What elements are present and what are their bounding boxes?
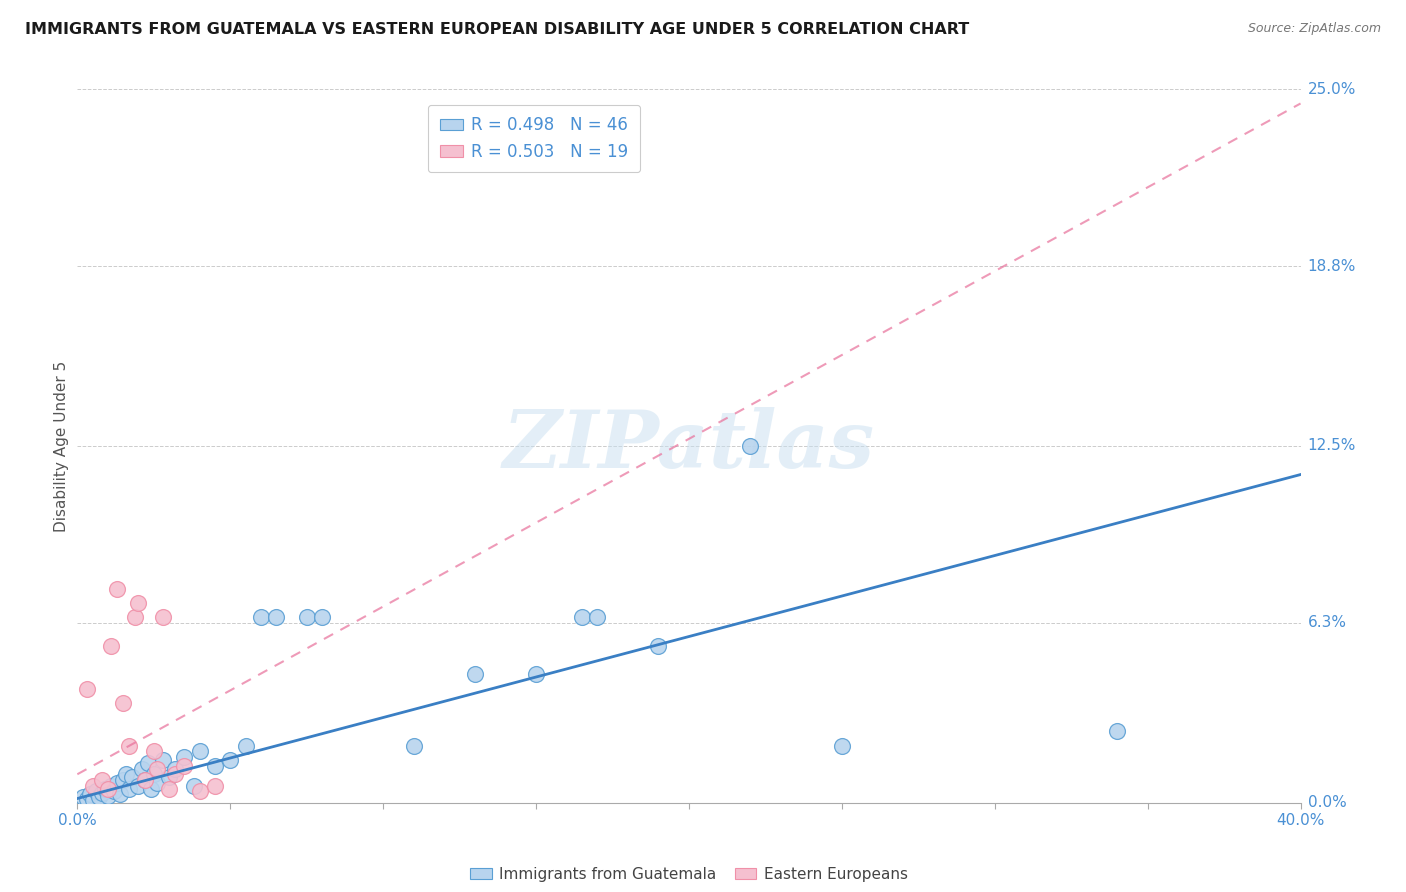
Point <box>219 753 242 767</box>
Text: IMMIGRANTS FROM GUATEMALA VS EASTERN EUROPEAN DISABILITY AGE UNDER 5 CORRELATION: IMMIGRANTS FROM GUATEMALA VS EASTERN EUR… <box>25 22 970 37</box>
Point <box>139 781 162 796</box>
Point <box>127 779 149 793</box>
Point <box>152 610 174 624</box>
Legend: Immigrants from Guatemala, Eastern Europeans: Immigrants from Guatemala, Eastern Europ… <box>464 861 914 888</box>
Point <box>204 779 226 793</box>
Point <box>146 776 169 790</box>
Point <box>118 781 141 796</box>
Point <box>127 596 149 610</box>
Point <box>183 779 205 793</box>
Point <box>131 762 153 776</box>
Point <box>76 681 98 696</box>
Point <box>105 582 128 596</box>
Point <box>173 750 195 764</box>
Point <box>173 758 195 772</box>
Point <box>524 667 547 681</box>
Point <box>647 639 669 653</box>
Point <box>402 739 425 753</box>
Point <box>571 610 593 624</box>
Point <box>134 772 156 787</box>
Point <box>136 756 159 770</box>
Point <box>82 793 104 807</box>
Text: 12.5%: 12.5% <box>1308 439 1355 453</box>
Text: Source: ZipAtlas.com: Source: ZipAtlas.com <box>1247 22 1381 36</box>
Point <box>235 739 257 753</box>
Point <box>165 767 187 781</box>
Point <box>100 639 122 653</box>
Point <box>87 790 110 805</box>
Text: 25.0%: 25.0% <box>1308 82 1355 96</box>
Point <box>152 753 174 767</box>
Point <box>90 786 112 800</box>
Point <box>124 610 146 624</box>
Point <box>94 781 117 796</box>
Text: ZIPatlas: ZIPatlas <box>503 408 875 484</box>
Point <box>464 667 486 681</box>
Point <box>76 791 98 805</box>
Y-axis label: Disability Age Under 5: Disability Age Under 5 <box>53 360 69 532</box>
Text: 18.8%: 18.8% <box>1308 259 1355 274</box>
Text: 6.3%: 6.3% <box>1308 615 1347 631</box>
Point <box>586 610 609 624</box>
Point <box>264 610 287 624</box>
Point <box>188 784 211 798</box>
Point <box>740 439 762 453</box>
Point <box>90 772 112 787</box>
Point <box>72 790 94 805</box>
Point <box>134 772 156 787</box>
Text: 0.0%: 0.0% <box>1308 796 1347 810</box>
Point <box>84 784 107 798</box>
Point <box>146 762 169 776</box>
Point <box>112 772 135 787</box>
Point <box>142 767 165 781</box>
Point <box>115 767 138 781</box>
Point <box>157 781 180 796</box>
Point <box>103 784 125 798</box>
Point <box>250 610 273 624</box>
Point <box>112 696 135 710</box>
Point <box>121 770 143 784</box>
Point <box>188 744 211 758</box>
Point <box>108 787 131 801</box>
Point <box>295 610 318 624</box>
Point <box>97 789 120 803</box>
Point <box>105 776 128 790</box>
Point <box>1107 724 1129 739</box>
Point <box>311 610 333 624</box>
Point <box>165 762 187 776</box>
Point <box>79 787 101 801</box>
Point <box>831 739 853 753</box>
Point <box>118 739 141 753</box>
Point <box>157 770 180 784</box>
Point <box>142 744 165 758</box>
Point <box>82 779 104 793</box>
Point <box>204 758 226 772</box>
Point <box>97 781 120 796</box>
Point <box>100 779 122 793</box>
